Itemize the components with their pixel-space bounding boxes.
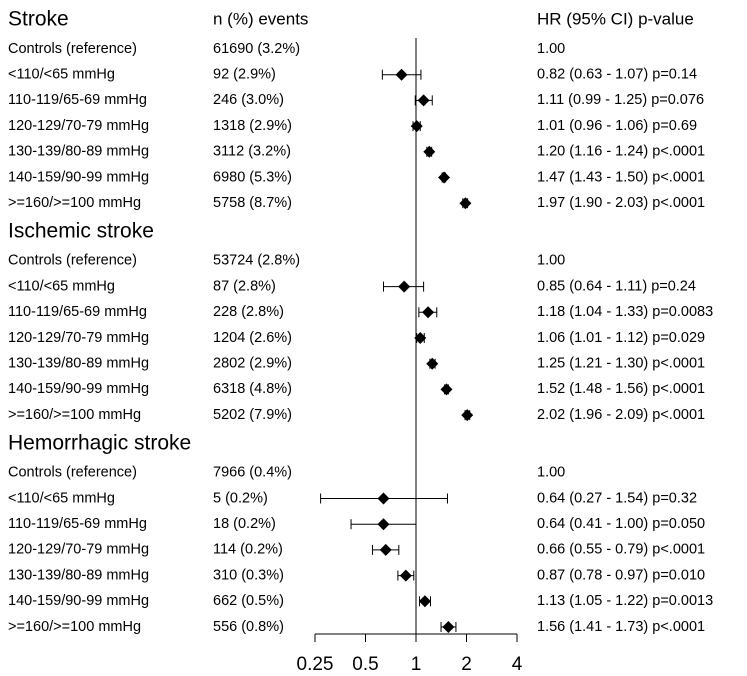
x-tick-label: 4	[512, 654, 523, 675]
row-label: Controls (reference)	[8, 253, 137, 269]
events-text: 6318 (4.8%)	[213, 381, 292, 397]
events-text: 92 (2.9%)	[213, 67, 276, 83]
events-text: 7966 (0.4%)	[213, 465, 292, 481]
hr-diamond	[399, 569, 412, 582]
events-text: 1204 (2.6%)	[213, 330, 292, 346]
result-text: 1.20 (1.16 - 1.24) p<.0001	[537, 144, 705, 160]
events-text: 114 (0.2%)	[213, 542, 283, 558]
result-text: 1.06 (1.01 - 1.12) p=0.029	[537, 330, 705, 346]
result-text: 1.56 (1.41 - 1.73) p<.0001	[537, 619, 705, 635]
result-text: 0.82 (0.63 - 1.07) p=0.14	[537, 67, 697, 83]
row-label: 120-129/70-79 mmHg	[8, 118, 149, 134]
x-tick-label: 0.5	[352, 654, 378, 675]
row-label: 120-129/70-79 mmHg	[8, 330, 149, 346]
events-text: 662 (0.5%)	[213, 593, 284, 609]
hr-diamond	[395, 68, 408, 81]
events-text: 5 (0.2%)	[213, 490, 268, 506]
hr-diamond	[423, 145, 436, 158]
hr-diamond	[422, 306, 435, 319]
result-text: 0.85 (0.64 - 1.11) p=0.24	[537, 278, 696, 294]
result-text: 0.64 (0.27 - 1.54) p=0.32	[537, 490, 697, 506]
result-text: 0.64 (0.41 - 1.00) p=0.050	[537, 516, 705, 532]
hr-diamond	[377, 492, 390, 505]
row-label: >=160/>=100 mmHg	[8, 195, 141, 211]
events-text: 18 (0.2%)	[213, 516, 276, 532]
events-text: 5202 (7.9%)	[213, 407, 292, 423]
events-text: 1318 (2.9%)	[213, 118, 292, 134]
row-label: <110/<65 mmHg	[8, 67, 115, 83]
events-text: 310 (0.3%)	[213, 567, 284, 583]
hr-diamond	[426, 357, 439, 370]
row-label: >=160/>=100 mmHg	[8, 407, 141, 423]
result-text: 1.13 (1.05 - 1.22) p=0.0013	[537, 593, 713, 609]
group-title: Hemorrhagic stroke	[8, 431, 191, 454]
row-label: 130-139/80-89 mmHg	[8, 144, 149, 160]
row-label: 140-159/90-99 mmHg	[8, 593, 149, 609]
result-text: 1.47 (1.43 - 1.50) p<.0001	[537, 169, 705, 185]
row-label: 110-119/65-69 mmHg	[8, 304, 147, 320]
result-text: 1.52 (1.48 - 1.56) p<.0001	[537, 381, 705, 397]
events-text: 6980 (5.3%)	[213, 169, 292, 185]
hr-diamond	[418, 595, 431, 608]
result-text: 1.00	[537, 253, 565, 269]
hr-diamond	[379, 543, 392, 556]
row-label: Controls (reference)	[8, 41, 137, 57]
hr-diamond	[442, 621, 455, 633]
events-text: 2802 (2.9%)	[213, 356, 292, 372]
row-label: 110-119/65-69 mmHg	[8, 516, 147, 532]
result-text: 0.66 (0.55 - 0.79) p<.0001	[537, 542, 705, 558]
result-text: 1.25 (1.21 - 1.30) p<.0001	[537, 356, 705, 372]
events-text: 228 (2.8%)	[213, 304, 284, 320]
column-header: HR (95% CI) p-value	[537, 9, 694, 28]
row-label: <110/<65 mmHg	[8, 490, 115, 506]
result-text: 1.01 (0.96 - 1.06) p=0.69	[537, 118, 697, 134]
events-text: 246 (3.0%)	[213, 92, 284, 108]
x-tick-label: 0.25	[297, 654, 334, 675]
row-label: 120-129/70-79 mmHg	[8, 542, 149, 558]
events-text: 556 (0.8%)	[213, 619, 284, 635]
hr-diamond	[410, 120, 423, 133]
row-label: 140-159/90-99 mmHg	[8, 169, 149, 185]
hr-diamond	[459, 197, 472, 210]
row-label: 110-119/65-69 mmHg	[8, 92, 147, 108]
hr-diamond	[461, 409, 474, 422]
events-text: 61690 (3.2%)	[213, 41, 300, 57]
hr-diamond	[440, 383, 453, 396]
row-label: 130-139/80-89 mmHg	[8, 356, 149, 372]
row-label: >=160/>=100 mmHg	[8, 619, 141, 635]
result-text: 1.18 (1.04 - 1.33) p=0.0083	[537, 304, 713, 320]
hr-diamond	[414, 332, 427, 344]
group-title: Ischemic stroke	[8, 219, 154, 242]
result-text: 1.97 (1.90 - 2.03) p<.0001	[537, 195, 705, 211]
row-label: 140-159/90-99 mmHg	[8, 381, 149, 397]
result-text: 1.00	[537, 465, 565, 481]
hr-diamond	[438, 171, 451, 184]
row-label: 130-139/80-89 mmHg	[8, 567, 149, 583]
events-text: 3112 (3.2%)	[213, 144, 291, 160]
hr-diamond	[417, 94, 430, 107]
row-label: <110/<65 mmHg	[8, 278, 115, 294]
x-tick-label: 2	[461, 654, 472, 675]
result-text: 1.11 (0.99 - 1.25) p=0.076	[537, 92, 704, 108]
result-text: 1.00	[537, 41, 565, 57]
column-header: n (%) events	[213, 9, 308, 28]
hr-diamond	[398, 280, 411, 293]
events-text: 87 (2.8%)	[213, 278, 276, 294]
row-label: Controls (reference)	[8, 465, 137, 481]
events-text: 5758 (8.7%)	[213, 195, 292, 211]
events-text: 53724 (2.8%)	[213, 253, 300, 269]
x-tick-label: 1	[411, 654, 422, 675]
result-text: 2.02 (1.96 - 2.09) p<.0001	[537, 407, 705, 423]
result-text: 0.87 (0.78 - 0.97) p=0.010	[537, 567, 705, 583]
group-title: Stroke	[8, 8, 69, 31]
hr-diamond	[377, 518, 390, 531]
